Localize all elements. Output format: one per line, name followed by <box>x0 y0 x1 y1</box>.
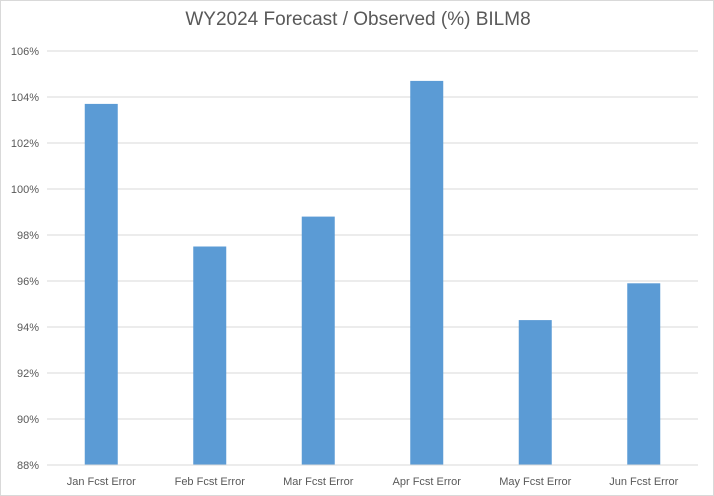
bar <box>410 80 444 466</box>
y-tick-label: 92% <box>17 368 39 380</box>
chart-title: WY2024 Forecast / Observed (%) BILM8 <box>185 9 531 30</box>
bar <box>518 320 552 465</box>
bar <box>84 103 118 466</box>
y-tick-label: 106% <box>11 46 39 58</box>
bar <box>193 246 227 465</box>
y-tick-label: 104% <box>11 92 39 104</box>
y-tick-label: 94% <box>17 322 39 334</box>
y-tick-label: 98% <box>17 230 39 242</box>
axes: 88% 90% 92% 94% 96% 98% 100% 102% 104% 106% Jan Fc… <box>11 46 698 488</box>
x-tick-label: May Fcst Error <box>499 476 571 488</box>
x-tick-label: Jan Fcst Error <box>67 476 136 488</box>
bars <box>84 80 661 466</box>
y-tick-label: 90% <box>17 414 39 426</box>
gridlines <box>47 50 698 420</box>
x-tick-label: Feb Fcst Error <box>175 476 246 488</box>
y-tick-label: 88% <box>17 460 39 472</box>
y-tick-label: 96% <box>17 276 39 288</box>
bar <box>301 216 335 465</box>
x-tick-label: Mar Fcst Error <box>283 476 354 488</box>
y-tick-label: 100% <box>11 184 39 196</box>
x-tick-label: Apr Fcst Error <box>393 476 462 488</box>
y-tick-label: 102% <box>11 138 39 150</box>
bar <box>627 283 661 465</box>
x-tick-label: Jun Fcst Error <box>609 476 678 488</box>
